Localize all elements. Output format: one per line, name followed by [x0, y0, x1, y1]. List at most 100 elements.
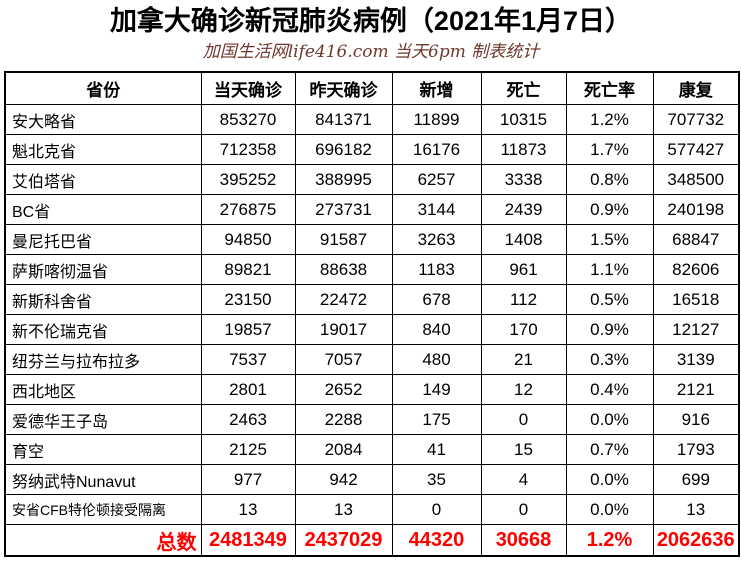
value-cell: 977: [200, 464, 296, 495]
province-cell: 新斯科舍省: [4, 284, 202, 315]
table-row: 纽芬兰与拉布拉多 7537 7057 480 21 0.3% 3139: [4, 344, 740, 375]
value-cell: 0.7%: [565, 434, 654, 465]
table-row: 新斯科舍省 23150 22472 678 112 0.5% 16518: [4, 284, 740, 315]
value-cell: 1183: [391, 254, 482, 285]
province-cell: 安省CFB特伦顿接受隔离: [4, 494, 202, 525]
page: 加拿大确诊新冠肺炎病例（2021年1月7日） 加国生活网life416.com …: [0, 5, 742, 588]
table-row: 育空 2125 2084 41 15 0.7% 1793: [4, 434, 740, 465]
value-cell: 1.1%: [565, 254, 654, 285]
table-row: BC省 276875 273731 3144 2439 0.9% 240198: [4, 194, 740, 225]
value-cell: 13: [294, 494, 393, 525]
value-cell: 23150: [200, 284, 296, 315]
value-cell: 7537: [200, 344, 296, 375]
value-cell: 22472: [294, 284, 393, 315]
value-cell: 840: [391, 314, 482, 345]
value-cell: 13: [200, 494, 296, 525]
value-cell: 170: [480, 314, 567, 345]
value-cell: 1793: [652, 434, 740, 465]
value-cell: 94850: [200, 224, 296, 255]
province-cell: 安大略省: [4, 104, 202, 135]
value-cell: 699: [652, 464, 740, 495]
value-cell: 44320: [391, 524, 482, 557]
value-cell: 1408: [480, 224, 567, 255]
value-cell: 0.9%: [565, 194, 654, 225]
value-cell: 2437029: [294, 524, 393, 557]
value-cell: 2652: [294, 374, 393, 405]
value-cell: 41: [391, 434, 482, 465]
value-cell: 712358: [200, 134, 296, 165]
value-cell: 1.5%: [565, 224, 654, 255]
value-cell: 3338: [480, 164, 567, 195]
value-cell: 0: [391, 494, 482, 525]
value-cell: 88638: [294, 254, 393, 285]
value-cell: 15: [480, 434, 567, 465]
value-cell: 89821: [200, 254, 296, 285]
column-header: 新增: [391, 71, 482, 105]
province-cell: 魁北克省: [4, 134, 202, 165]
province-cell: 西北地区: [4, 374, 202, 405]
value-cell: 0.0%: [565, 464, 654, 495]
value-cell: 91587: [294, 224, 393, 255]
value-cell: 961: [480, 254, 567, 285]
value-cell: 112: [480, 284, 567, 315]
province-cell: 育空: [4, 434, 202, 465]
value-cell: 2084: [294, 434, 393, 465]
value-cell: 273731: [294, 194, 393, 225]
value-cell: 0.0%: [565, 494, 654, 525]
table-row: 魁北克省 712358 696182 16176 11873 1.7% 577427: [4, 134, 740, 165]
value-cell: 2439: [480, 194, 567, 225]
value-cell: 0: [480, 404, 567, 435]
column-header: 死亡率: [565, 71, 654, 105]
page-title: 加拿大确诊新冠肺炎病例（2021年1月7日）: [109, 6, 633, 36]
value-cell: 480: [391, 344, 482, 375]
value-cell: 707732: [652, 104, 740, 135]
value-cell: 175: [391, 404, 482, 435]
value-cell: 0.5%: [565, 284, 654, 315]
value-cell: 16518: [652, 284, 740, 315]
value-cell: 395252: [200, 164, 296, 195]
table-row: 曼尼托巴省 94850 91587 3263 1408 1.5% 68847: [4, 224, 740, 255]
total-row: 总数 2481349 2437029 44320 30668 1.2% 2062636: [4, 524, 740, 557]
province-cell: BC省: [4, 194, 202, 225]
value-cell: 2481349: [200, 524, 296, 557]
value-cell: 11873: [480, 134, 567, 165]
value-cell: 577427: [652, 134, 740, 165]
table-row: 艾伯塔省 395252 388995 6257 3338 0.8% 348500: [4, 164, 740, 195]
value-cell: 149: [391, 374, 482, 405]
value-cell: 348500: [652, 164, 740, 195]
value-cell: 0.4%: [565, 374, 654, 405]
column-header: 省份: [4, 71, 202, 105]
value-cell: 942: [294, 464, 393, 495]
value-cell: 2463: [200, 404, 296, 435]
value-cell: 853270: [200, 104, 296, 135]
header-row: 省份 当天确诊 昨天确诊 新增 死亡 死亡率 康复: [4, 71, 740, 105]
value-cell: 388995: [294, 164, 393, 195]
value-cell: 0: [480, 494, 567, 525]
value-cell: 12: [480, 374, 567, 405]
value-cell: 19857: [200, 314, 296, 345]
value-cell: 12127: [652, 314, 740, 345]
value-cell: 11899: [391, 104, 482, 135]
value-cell: 10315: [480, 104, 567, 135]
value-cell: 82606: [652, 254, 740, 285]
value-cell: 841371: [294, 104, 393, 135]
value-cell: 2801: [200, 374, 296, 405]
column-header: 死亡: [480, 71, 567, 105]
value-cell: 916: [652, 404, 740, 435]
column-header: 康复: [652, 71, 740, 105]
value-cell: 240198: [652, 194, 740, 225]
value-cell: 3139: [652, 344, 740, 375]
value-cell: 30668: [480, 524, 567, 557]
value-cell: 1.2%: [565, 524, 654, 557]
province-cell: 萨斯喀彻温省: [4, 254, 202, 285]
page-subtitle: 加国生活网life416.com 当天6pm 制表统计: [202, 42, 540, 62]
value-cell: 21: [480, 344, 567, 375]
total-label-cell: 总数: [4, 524, 202, 557]
value-cell: 0.0%: [565, 404, 654, 435]
province-cell: 爱德华王子岛: [4, 404, 202, 435]
value-cell: 2125: [200, 434, 296, 465]
value-cell: 2288: [294, 404, 393, 435]
province-cell: 纽芬兰与拉布拉多: [4, 344, 202, 375]
value-cell: 35: [391, 464, 482, 495]
value-cell: 13: [652, 494, 740, 525]
